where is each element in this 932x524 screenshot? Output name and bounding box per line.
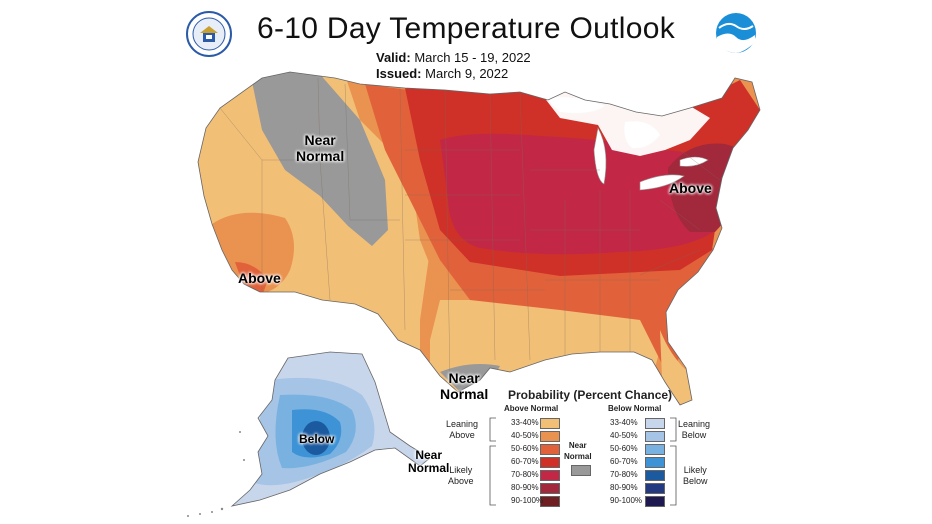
legend-above-swatch [540,496,560,507]
conus-outline [197,71,761,406]
label-above-east: Above [669,180,712,196]
legend-below-swatch [645,496,665,507]
issued-value: March 9, 2022 [425,66,509,81]
legend-above-swatch [540,431,560,442]
valid-label: Valid: [376,50,411,65]
legend-above-header: Above Normal [504,404,559,413]
legend-above-label: 70-80% [511,470,539,479]
legend-likely-above: Likely Above [448,465,474,486]
label-near-normal-west: Near Normal [296,132,345,164]
page-title: 6-10 Day Temperature Outlook [256,12,676,45]
legend-below-label: 50-60% [610,444,638,453]
legend-near-normal: Near Normal [564,441,592,461]
legend-below-label: 33-40% [610,418,638,427]
valid-value: March 15 - 19, 2022 [414,50,531,65]
valid-dates: Valid: March 15 - 19, 2022 [376,50,531,65]
legend-below-label: 40-50% [610,431,638,440]
legend-above-label: 60-70% [511,457,539,466]
noaa-logo-icon [716,13,756,53]
legend-above-swatch [540,444,560,455]
legend-below-header: Below Normal [608,404,662,413]
near-normal-swatch [571,465,591,476]
department-of-commerce-seal-icon [186,11,232,57]
legend-below-label: 70-80% [610,470,638,479]
legend-above-label: 90-100% [511,496,544,505]
legend-above-swatch [540,483,560,494]
legend-leaning-below: Leaning Below [678,419,711,440]
legend-above-swatch [540,470,560,481]
legend-above-swatch [540,457,560,468]
legend-below-swatch [645,431,665,442]
legend-below-swatch [645,444,665,455]
label-above-southwest: Above [238,270,281,286]
legend-below-label: 60-70% [610,457,638,466]
legend-below-swatch [645,418,665,429]
legend-below-swatch [645,483,665,494]
label-near-normal-alaska: Near Normal [408,448,450,475]
legend-title: Probability (Percent Chance) [508,388,673,402]
legend-below-label: 80-90% [610,483,638,492]
legend-above-swatch [540,418,560,429]
alaska-outline [230,351,431,507]
legend-above-label: 80-90% [511,483,539,492]
label-near-normal-south: Near Normal [440,370,489,402]
legend-leaning-above: Leaning Above [446,419,479,440]
legend-below-swatch [645,457,665,468]
canada-overlay [540,86,710,156]
label-below-alaska: Below [299,432,335,446]
legend-below-swatch [645,470,665,481]
issued-label: Issued: [376,66,422,81]
legend-below-label: 90-100% [610,496,643,505]
legend-above-label: 50-60% [511,444,539,453]
legend-above-label: 33-40% [511,418,539,427]
issued-date: Issued: March 9, 2022 [376,66,508,81]
aleutian-islands [187,431,245,517]
state-boundaries [219,77,721,381]
legend-likely-below: Likely Below [683,465,708,486]
legend-above-label: 40-50% [511,431,539,440]
